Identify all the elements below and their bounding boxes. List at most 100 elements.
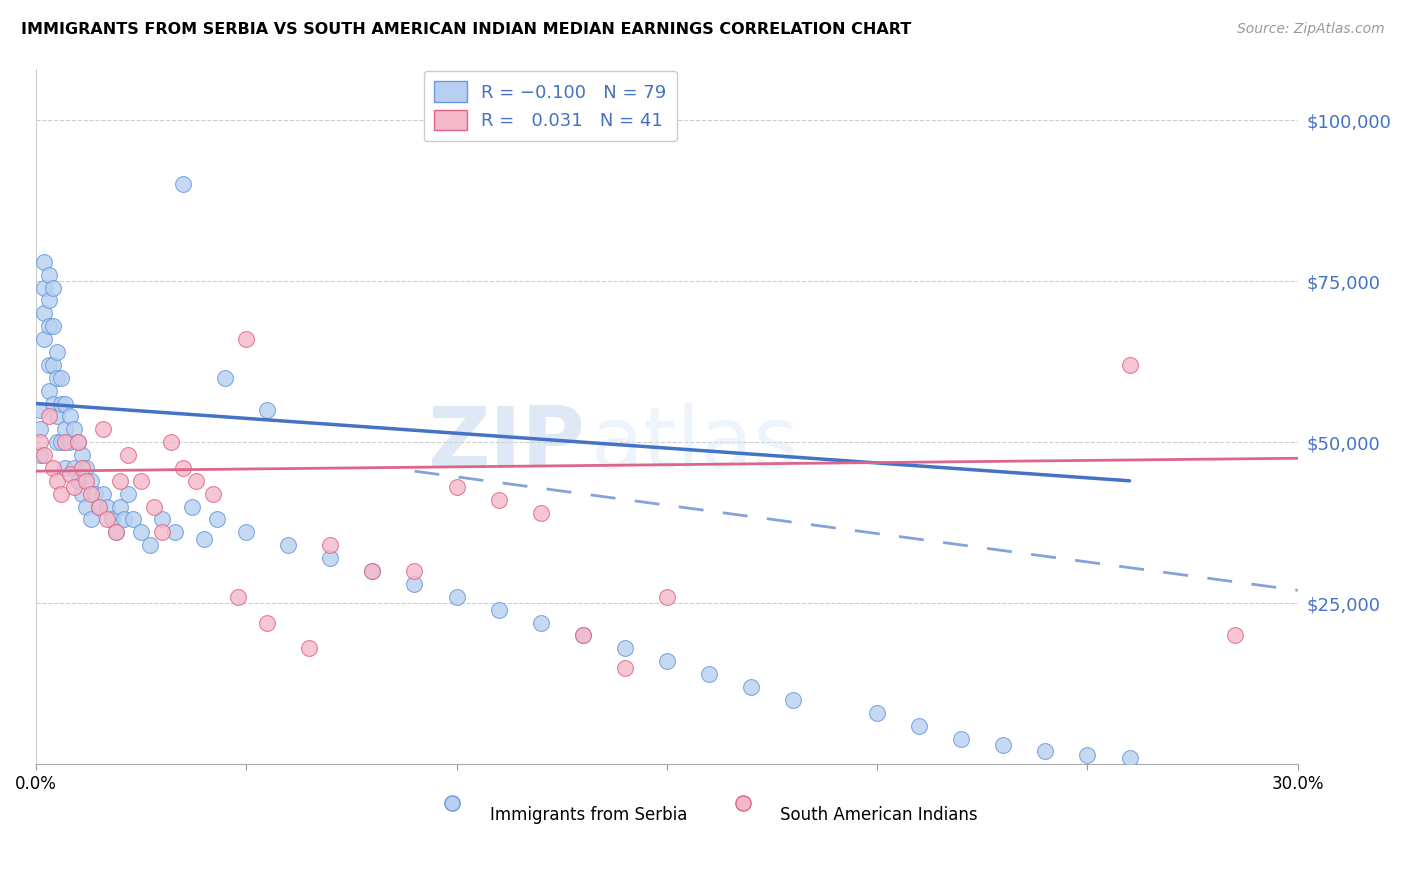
Point bbox=[51, 396, 73, 410]
Point bbox=[42, 358, 65, 372]
Point bbox=[782, 693, 804, 707]
Point bbox=[46, 370, 69, 384]
Point bbox=[34, 280, 56, 294]
Point bbox=[172, 461, 194, 475]
Point bbox=[30, 422, 52, 436]
Point bbox=[446, 480, 468, 494]
Point bbox=[75, 474, 97, 488]
Point bbox=[46, 345, 69, 359]
Point bbox=[46, 474, 69, 488]
Point bbox=[79, 486, 101, 500]
Point bbox=[34, 448, 56, 462]
Point bbox=[184, 474, 207, 488]
Point bbox=[866, 706, 889, 720]
Point bbox=[1223, 628, 1246, 642]
Point bbox=[697, 667, 720, 681]
Point bbox=[75, 500, 97, 514]
Point bbox=[70, 461, 93, 475]
Point bbox=[1035, 744, 1057, 758]
Point bbox=[159, 435, 181, 450]
Point bbox=[1076, 747, 1098, 762]
Point bbox=[138, 538, 160, 552]
Point bbox=[104, 525, 127, 540]
Point bbox=[70, 486, 93, 500]
Text: IMMIGRANTS FROM SERBIA VS SOUTH AMERICAN INDIAN MEDIAN EARNINGS CORRELATION CHAR: IMMIGRANTS FROM SERBIA VS SOUTH AMERICAN… bbox=[21, 22, 911, 37]
Point bbox=[121, 512, 143, 526]
Point bbox=[993, 738, 1015, 752]
Point bbox=[62, 422, 84, 436]
Point bbox=[62, 461, 84, 475]
Point bbox=[42, 461, 65, 475]
Point bbox=[42, 280, 65, 294]
Text: atlas: atlas bbox=[591, 402, 799, 486]
Point bbox=[46, 409, 69, 424]
Point bbox=[55, 396, 77, 410]
Point bbox=[193, 532, 215, 546]
Point bbox=[488, 493, 510, 508]
Point bbox=[117, 486, 139, 500]
Point bbox=[655, 590, 678, 604]
Point bbox=[38, 409, 60, 424]
Point bbox=[129, 474, 152, 488]
Point bbox=[34, 332, 56, 346]
Point bbox=[30, 448, 52, 462]
Point bbox=[51, 370, 73, 384]
Point bbox=[108, 500, 131, 514]
Point bbox=[42, 319, 65, 334]
Point bbox=[58, 467, 80, 482]
Point bbox=[30, 435, 52, 450]
Point bbox=[58, 409, 80, 424]
Point bbox=[87, 500, 110, 514]
Point bbox=[79, 474, 101, 488]
Point bbox=[180, 500, 202, 514]
Text: ZIP: ZIP bbox=[427, 402, 585, 486]
Point bbox=[205, 512, 228, 526]
Point bbox=[104, 525, 127, 540]
Point bbox=[58, 435, 80, 450]
Point bbox=[42, 396, 65, 410]
Point bbox=[38, 384, 60, 398]
Point bbox=[235, 525, 257, 540]
Point bbox=[613, 641, 636, 656]
Point bbox=[66, 435, 89, 450]
Point bbox=[117, 448, 139, 462]
Point bbox=[571, 628, 593, 642]
Point bbox=[112, 512, 135, 526]
Point bbox=[38, 293, 60, 308]
Point bbox=[361, 564, 384, 578]
Point bbox=[55, 461, 77, 475]
Text: Source: ZipAtlas.com: Source: ZipAtlas.com bbox=[1237, 22, 1385, 37]
Point bbox=[96, 500, 118, 514]
Point bbox=[51, 435, 73, 450]
Point bbox=[100, 512, 122, 526]
Point bbox=[75, 461, 97, 475]
Point bbox=[51, 486, 73, 500]
Point bbox=[142, 500, 165, 514]
Point bbox=[361, 564, 384, 578]
Point bbox=[235, 332, 257, 346]
Point bbox=[571, 628, 593, 642]
Point bbox=[70, 448, 93, 462]
Point bbox=[30, 403, 52, 417]
Legend: R = −0.100   N = 79, R =   0.031   N = 41: R = −0.100 N = 79, R = 0.031 N = 41 bbox=[423, 70, 678, 141]
Point bbox=[34, 306, 56, 320]
Point bbox=[91, 486, 114, 500]
Point bbox=[91, 422, 114, 436]
Point bbox=[530, 506, 553, 520]
Point bbox=[38, 358, 60, 372]
Point bbox=[38, 319, 60, 334]
Point bbox=[404, 564, 426, 578]
Point bbox=[66, 435, 89, 450]
Point bbox=[62, 480, 84, 494]
Point bbox=[38, 268, 60, 282]
Point bbox=[150, 512, 173, 526]
Point bbox=[46, 435, 69, 450]
Point bbox=[214, 370, 236, 384]
Point bbox=[150, 525, 173, 540]
Text: South American Indians: South American Indians bbox=[780, 806, 979, 824]
Point bbox=[530, 615, 553, 630]
Point bbox=[79, 512, 101, 526]
Point bbox=[740, 680, 762, 694]
Point bbox=[226, 590, 249, 604]
Point bbox=[87, 500, 110, 514]
